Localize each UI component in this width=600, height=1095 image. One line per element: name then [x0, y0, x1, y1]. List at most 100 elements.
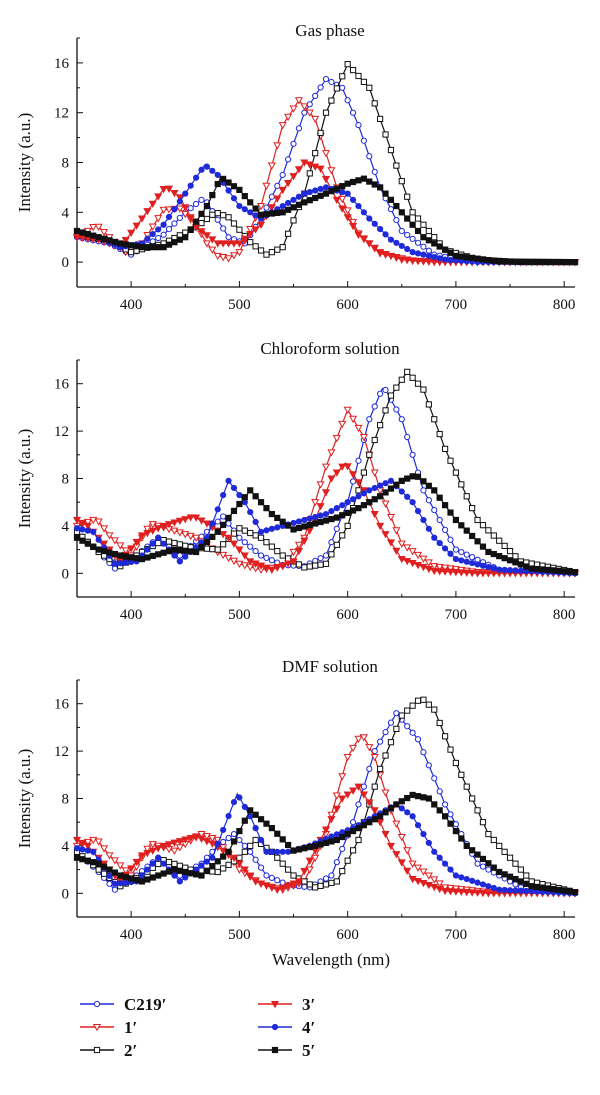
data-point	[128, 249, 135, 256]
data-point	[214, 868, 221, 876]
data-point	[420, 830, 427, 838]
data-point	[252, 856, 259, 863]
data-point	[474, 860, 481, 867]
data-point	[463, 551, 470, 558]
data-point	[220, 225, 227, 232]
data-point	[403, 256, 412, 265]
data-point	[208, 840, 217, 848]
data-point	[339, 84, 346, 91]
data-point	[441, 526, 449, 533]
data-point	[382, 231, 389, 238]
data-point	[523, 258, 530, 265]
data-point	[203, 545, 211, 552]
data-point	[263, 251, 270, 258]
data-point	[138, 872, 146, 879]
data-point	[305, 161, 314, 169]
data-point	[132, 538, 141, 547]
data-point	[447, 256, 454, 264]
data-point	[528, 565, 535, 572]
data-point	[371, 168, 378, 175]
data-point	[116, 862, 125, 870]
data-point	[512, 875, 519, 883]
data-point	[225, 812, 232, 820]
data-point	[122, 553, 129, 560]
data-point	[469, 795, 476, 802]
data-point	[501, 542, 508, 549]
x-tick-label: 400	[120, 607, 143, 623]
data-point	[100, 863, 108, 870]
data-point	[328, 515, 335, 523]
data-point	[105, 532, 114, 540]
data-point	[176, 558, 183, 565]
data-point	[219, 240, 228, 248]
data-point	[328, 97, 335, 104]
data-point	[376, 819, 385, 827]
data-point	[349, 66, 357, 74]
data-point	[257, 534, 265, 541]
data-point	[100, 870, 108, 877]
data-point	[285, 848, 292, 855]
data-point	[435, 885, 444, 894]
data-point	[230, 838, 238, 845]
data-point	[214, 858, 221, 865]
data-point	[414, 736, 422, 743]
data-point	[84, 847, 91, 854]
data-point	[279, 244, 286, 251]
data-point	[182, 874, 189, 881]
data-point	[175, 517, 184, 526]
data-point	[485, 866, 492, 873]
data-point	[404, 723, 411, 730]
data-point	[512, 567, 519, 574]
x-tick-label: 600	[336, 607, 359, 623]
data-point	[128, 554, 135, 561]
data-point	[377, 422, 384, 429]
data-point	[398, 477, 405, 484]
data-point	[485, 830, 492, 838]
data-point	[431, 534, 438, 541]
data-point	[285, 206, 292, 213]
data-point	[441, 502, 449, 509]
data-point	[339, 845, 346, 852]
legend-marker	[270, 1000, 280, 1009]
data-point	[414, 507, 422, 515]
data-point	[279, 860, 286, 867]
data-point	[404, 475, 411, 482]
data-point	[284, 113, 293, 122]
data-point	[566, 568, 573, 575]
data-point	[392, 527, 401, 535]
data-point	[176, 214, 183, 222]
data-point	[528, 258, 535, 265]
x-tick-label: 600	[336, 297, 359, 313]
data-point	[431, 416, 438, 423]
data-point	[268, 510, 275, 518]
data-point	[312, 513, 319, 521]
data-point	[240, 562, 249, 570]
data-point	[94, 838, 103, 846]
data-point	[430, 567, 439, 576]
data-point	[306, 563, 313, 570]
data-point	[203, 867, 211, 874]
y-tick-label: 4	[62, 839, 70, 855]
data-point	[279, 552, 286, 559]
y-tick-label: 4	[62, 205, 70, 221]
data-point	[317, 518, 324, 526]
data-point	[349, 507, 357, 514]
data-point	[479, 543, 487, 550]
data-point	[322, 75, 330, 83]
data-point	[425, 525, 432, 532]
data-point	[295, 125, 303, 132]
data-point	[398, 805, 405, 812]
data-point	[176, 867, 183, 874]
data-point	[257, 247, 265, 254]
data-point	[317, 841, 324, 848]
data-point	[247, 848, 254, 855]
data-point	[398, 376, 405, 383]
series-6	[73, 791, 579, 896]
data-point	[451, 888, 460, 896]
data-point	[474, 879, 481, 886]
data-point	[219, 531, 228, 539]
data-point	[268, 825, 275, 832]
data-point	[409, 235, 416, 242]
data-point	[246, 872, 255, 880]
